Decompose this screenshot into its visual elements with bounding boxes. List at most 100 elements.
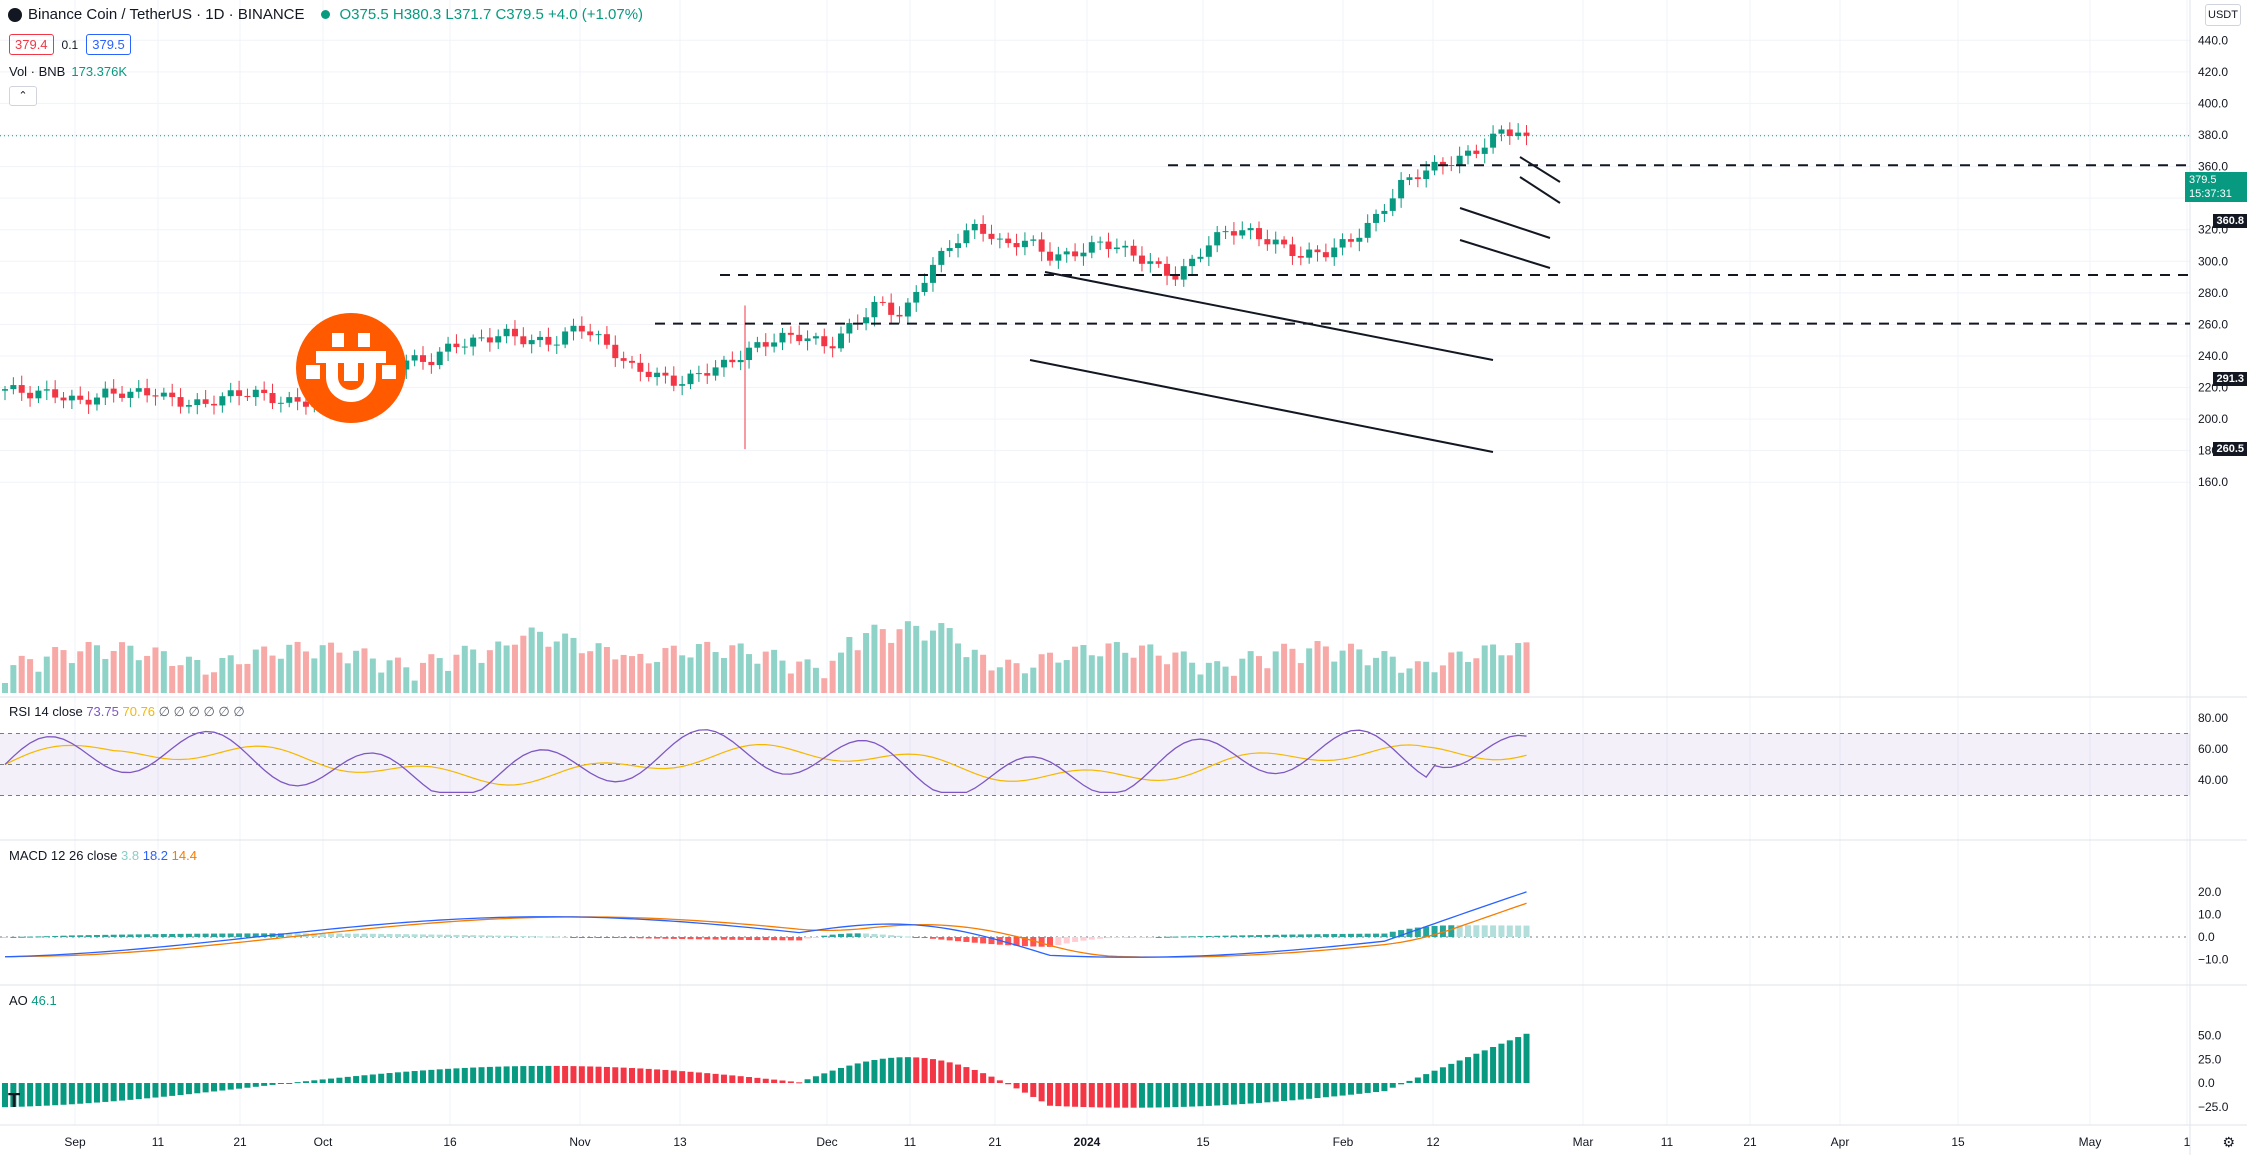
macd-hist-bar: [570, 937, 577, 938]
volume-bar: [762, 651, 769, 693]
volume-bar: [963, 657, 970, 693]
volume-bar: [1439, 665, 1446, 693]
volume-bar: [1038, 654, 1045, 693]
volume-legend[interactable]: Vol · BNB 173.376K: [9, 64, 127, 79]
ao-bar: [587, 1066, 594, 1083]
macd-tick-label: −10.0: [2198, 953, 2229, 967]
ao-bar: [679, 1071, 686, 1083]
time-tick-label: Mar: [1573, 1135, 1594, 1149]
candle-body: [1122, 245, 1129, 248]
candle-body: [896, 314, 903, 317]
candle-body: [654, 372, 661, 377]
trend-channel-line: [1519, 176, 1561, 204]
macd-hist-bar: [18, 936, 25, 938]
candle-body: [1389, 198, 1396, 211]
volume-bar: [838, 652, 844, 693]
candle-body: [1256, 228, 1262, 240]
symbol-title[interactable]: Binance Coin / TetherUS · 1D · BINANCE: [28, 6, 305, 23]
candle-body: [1414, 177, 1421, 180]
volume-bar: [344, 663, 351, 693]
ao-bar: [695, 1072, 702, 1083]
ao-bar: [804, 1079, 811, 1083]
candle-body: [420, 355, 426, 362]
volume-bar: [177, 665, 184, 693]
macd-hist-bar: [562, 936, 569, 938]
tradingview-logo[interactable]: T: [8, 1090, 21, 1112]
volume-bar: [311, 658, 318, 693]
macd-hist-bar: [620, 937, 627, 939]
volume-bar: [152, 647, 159, 693]
ao-bar: [1113, 1083, 1120, 1108]
macd-line: [4, 891, 1527, 958]
ao-bar: [1389, 1083, 1396, 1088]
currency-selector[interactable]: USDT: [2205, 4, 2241, 26]
candle-body: [562, 331, 569, 345]
candle-body: [796, 334, 803, 342]
candle-body: [277, 402, 284, 404]
ao-bar: [1272, 1083, 1279, 1102]
volume-bar: [1272, 651, 1279, 693]
macd-hist-bar: [1281, 934, 1288, 937]
ao-bar: [754, 1077, 761, 1083]
ao-bar: [177, 1083, 184, 1096]
volume-bar: [135, 660, 142, 693]
candle-body: [252, 389, 259, 398]
ao-legend[interactable]: AO 46.1: [9, 993, 57, 1008]
candle-body: [1088, 242, 1095, 253]
ask-price[interactable]: 379.5: [86, 34, 131, 55]
ao-bar: [863, 1061, 870, 1083]
macd-hist-bar: [1306, 934, 1313, 937]
ao-bar: [612, 1067, 619, 1083]
ao-bar: [169, 1083, 176, 1096]
macd-hist-bar: [1147, 937, 1154, 938]
volume-bar: [1414, 661, 1421, 693]
ao-bar: [729, 1075, 736, 1083]
ao-bar: [10, 1083, 17, 1107]
ao-bar: [996, 1080, 1003, 1083]
volume-bar: [1465, 661, 1471, 693]
collapse-legend-button[interactable]: ⌃: [9, 86, 37, 106]
macd-hist-bar: [645, 937, 652, 939]
macd-hist-bar: [68, 935, 75, 937]
gear-icon[interactable]: ⚙: [2222, 1134, 2235, 1150]
ao-bar: [478, 1067, 485, 1083]
macd-hist-value: 3.8: [121, 848, 140, 863]
ao-bar: [787, 1081, 794, 1083]
candle-body: [486, 337, 493, 343]
macd-hist-bar: [486, 935, 493, 937]
rsi-legend[interactable]: RSI 14 close 73.75 70.76 ∅ ∅ ∅ ∅ ∅ ∅: [9, 704, 245, 720]
macd-hist-bar: [946, 937, 953, 941]
macd-hist-bar: [963, 937, 970, 942]
bar-countdown: 15:37:31: [2189, 188, 2232, 200]
macd-hist-bar: [1113, 937, 1120, 938]
volume-bar: [236, 664, 243, 693]
ao-bar: [1214, 1083, 1221, 1106]
volume-bar: [1205, 662, 1212, 693]
bid-price[interactable]: 379.4: [9, 34, 54, 55]
macd-hist-bar: [595, 937, 602, 938]
ao-bar: [687, 1071, 694, 1083]
trend-channel-line: [1519, 156, 1561, 183]
candle-body: [470, 337, 477, 347]
rsi-tick-label: 60.00: [2198, 742, 2228, 756]
macd-hist-bar: [829, 934, 836, 937]
macd-legend[interactable]: MACD 12 26 close 3.8 18.2 14.4: [9, 848, 197, 863]
ao-bar: [511, 1066, 518, 1083]
candle-body: [1138, 255, 1145, 264]
candle-body: [1306, 249, 1313, 258]
macd-hist-bar: [1138, 937, 1145, 938]
candle-body: [219, 396, 226, 406]
candle-body: [2, 389, 8, 391]
macd-hist-bar: [1172, 936, 1179, 938]
candle-body: [545, 336, 552, 345]
ao-bar: [838, 1067, 844, 1083]
macd-hist-bar: [1097, 937, 1104, 939]
macd-hist-bar: [1389, 931, 1396, 937]
macd-hist-bar: [603, 937, 610, 938]
candle-body: [119, 393, 126, 398]
ao-histogram: [2, 1033, 1530, 1108]
candle-body: [971, 223, 978, 231]
volume-bar: [68, 663, 75, 693]
